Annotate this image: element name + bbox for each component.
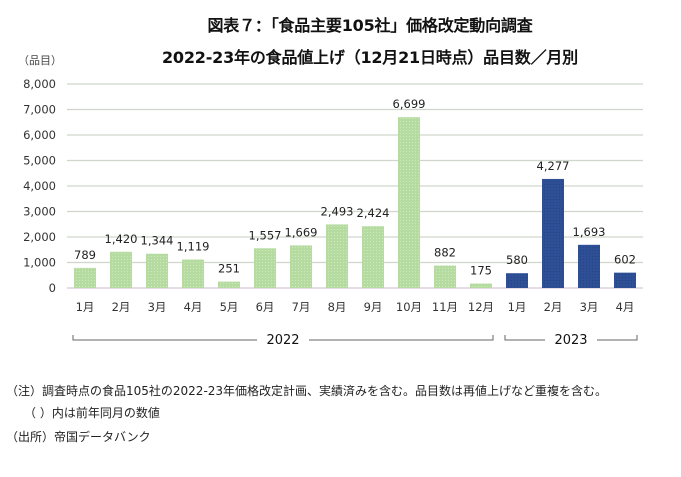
data-label: 580 xyxy=(506,253,528,267)
year-group-label: 2022 xyxy=(266,333,299,348)
bars xyxy=(74,117,636,288)
y-tick-label: 3,000 xyxy=(23,205,56,219)
data-label: 1,420 xyxy=(105,232,138,246)
bar-2022-10 xyxy=(398,117,420,288)
x-tick-label: 4月 xyxy=(616,300,635,314)
y-tick-label: 2,000 xyxy=(23,230,56,244)
x-tick-label: 7月 xyxy=(292,300,311,314)
x-tick-label: 9月 xyxy=(364,300,383,314)
data-label: 1,119 xyxy=(177,239,210,253)
year-group-label: 2023 xyxy=(554,333,587,348)
x-tick-label: 2月 xyxy=(544,300,563,314)
data-label: 6,699 xyxy=(393,97,426,111)
y-tick-label: 7,000 xyxy=(23,103,56,117)
x-tick-label: 3月 xyxy=(148,300,167,314)
data-label: 2,424 xyxy=(357,206,390,220)
bar-2022-3 xyxy=(146,253,168,288)
bracket-left-2023 xyxy=(504,335,545,341)
x-tick-label: 10月 xyxy=(396,300,422,314)
bar-2023-4 xyxy=(614,272,636,288)
bar-2022-12 xyxy=(470,283,492,288)
bracket-right-2022 xyxy=(309,335,494,341)
bar-2023-2 xyxy=(542,178,564,288)
data-label: 789 xyxy=(74,248,96,262)
y-tick-label: 4,000 xyxy=(23,179,56,193)
y-axis-label: （品目） xyxy=(18,54,62,67)
bar-2022-2 xyxy=(110,251,132,288)
x-tick-label: 12月 xyxy=(468,300,494,314)
x-tick-label: 8月 xyxy=(328,300,347,314)
bar-2022-8 xyxy=(326,224,348,288)
footnote-note: （注）調査時点の食品105社の2022-23年価格改定計画、実績済みを含む。品目… xyxy=(6,384,608,398)
bar-2023-1 xyxy=(506,273,528,288)
chart-title-line2: 2022-23年の食品値上げ（12月21日時点）品目数／月別 xyxy=(162,48,578,67)
data-label: 882 xyxy=(434,246,456,260)
x-tick-label: 11月 xyxy=(432,300,458,314)
bar-2022-5 xyxy=(218,281,240,288)
x-axis-ticks: 1月 2月 3月 4月 5月 6月 7月 8月 9月 10月 11月 12月 1月 2月 3月 4月 xyxy=(76,300,635,314)
y-tick-label: 5,000 xyxy=(23,154,56,168)
y-tick-label: 6,000 xyxy=(23,128,56,142)
bar-2022-1 xyxy=(74,267,96,288)
data-label: 175 xyxy=(470,264,492,278)
bar-2022-7 xyxy=(290,245,312,288)
data-label: 1,669 xyxy=(285,225,318,239)
x-tick-label: 5月 xyxy=(220,300,239,314)
x-tick-label: 1月 xyxy=(508,300,527,314)
y-tick-label: 0 xyxy=(49,281,56,295)
x-tick-label: 2月 xyxy=(112,300,131,314)
footnote-parentheses: （ ）内は前年同月の数値 xyxy=(24,406,160,420)
x-tick-label: 3月 xyxy=(580,300,599,314)
data-label: 1,557 xyxy=(249,228,282,242)
bar-2022-11 xyxy=(434,265,456,288)
data-label: 1,344 xyxy=(141,234,174,248)
x-tick-label: 1月 xyxy=(76,300,95,314)
chart-title-line1: 図表７：「食品主要105社」価格改定動向調査 xyxy=(207,16,533,35)
data-label: 251 xyxy=(218,262,240,276)
bar-2022-4 xyxy=(182,259,204,288)
footnote-source: （出所）帝国データバンク xyxy=(6,430,151,444)
x-tick-label: 4月 xyxy=(184,300,203,314)
y-axis-ticks: 0 1,000 2,000 3,000 4,000 5,000 6,000 7,000 8,00… xyxy=(23,77,56,295)
data-label: 2,493 xyxy=(321,204,354,218)
data-label: 602 xyxy=(614,253,636,267)
bar-2023-3 xyxy=(578,244,600,288)
bracket-right-2023 xyxy=(597,335,638,341)
y-tick-label: 8,000 xyxy=(23,77,56,91)
y-tick-label: 1,000 xyxy=(23,256,56,270)
x-tick-label: 6月 xyxy=(256,300,275,314)
year-group-brackets: 2022 2023 xyxy=(72,333,638,348)
bar-2022-9 xyxy=(362,226,384,288)
data-label: 4,277 xyxy=(537,159,570,173)
bracket-left-2022 xyxy=(72,335,257,341)
bar-2022-6 xyxy=(254,248,276,288)
data-label: 1,693 xyxy=(573,225,606,239)
